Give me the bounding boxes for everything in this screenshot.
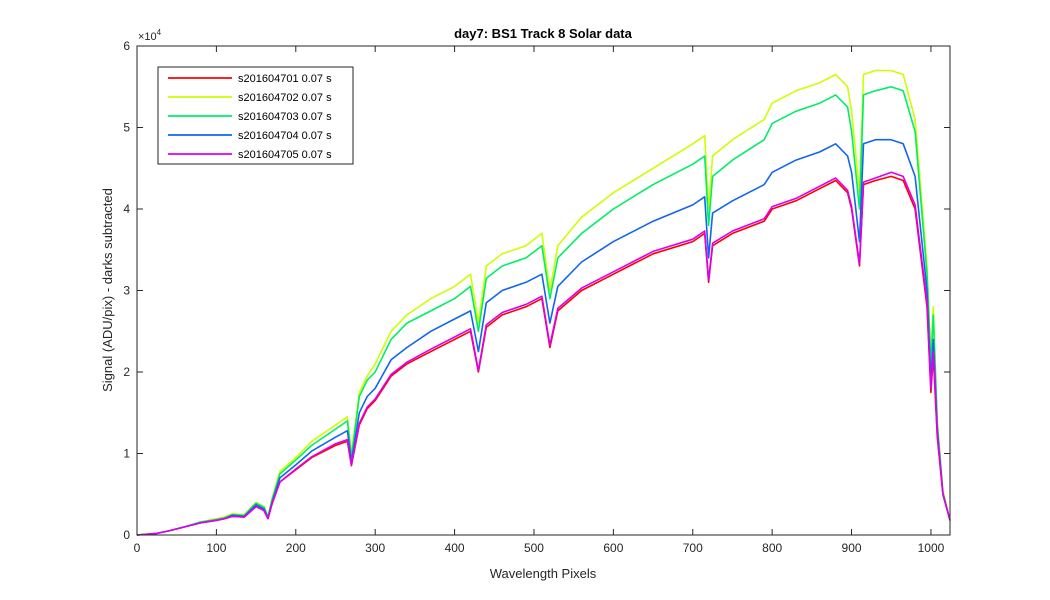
y-exponent-label: ×104 [138,28,162,43]
series-line-4 [136,138,951,536]
series-line-3 [136,86,951,536]
y-axis: 0 1 2 3 4 5 6 [123,39,950,542]
y-exponent-power: 4 [157,28,162,37]
y-tick-label: 0 [123,528,130,542]
y-tick-label: 5 [123,121,130,135]
series-line-5 [136,171,951,536]
x-tick-label: 100 [206,541,226,555]
y-tick-label: 1 [123,447,130,461]
x-axis: 0 100 200 300 400 500 600 700 800 900 1000 [134,46,945,555]
x-tick-label: 1000 [918,541,945,555]
legend-label-2: s201604702 0.07 s [238,92,332,104]
legend-label-5: s201604705 0.07 s [238,149,332,161]
x-tick-label: 200 [286,541,306,555]
x-tick-label: 600 [603,541,623,555]
legend-label-3: s201604703 0.07 s [238,111,332,123]
legend: s201604701 0.07 s s201604702 0.07 s s20160… [157,66,354,165]
y-tick-label: 6 [123,39,130,53]
y-tick-label: 2 [123,365,130,379]
legend-label-1: s201604701 0.07 s [238,73,332,85]
x-tick-label: 0 [134,541,141,555]
x-tick-label: 300 [365,541,385,555]
series-layer [136,69,951,536]
svg-text:×104: ×104 [138,28,162,43]
y-tick-label: 3 [123,284,130,298]
y-exponent-base: ×10 [138,31,157,43]
x-tick-label: 700 [683,541,703,555]
x-tick-label: 900 [842,541,862,555]
y-axis-label: Signal (ADU/pix) - darks subtracted [100,188,115,392]
x-tick-label: 800 [762,541,782,555]
legend-label-4: s201604704 0.07 s [238,130,332,142]
y-tick-label: 4 [123,202,130,216]
x-axis-label: Wavelength Pixels [490,566,597,581]
chart-title: day7: BS1 Track 8 Solar data [454,26,633,41]
x-tick-label: 400 [445,541,465,555]
x-tick-label: 500 [524,541,544,555]
legend-entries: s201604701 0.07 s s201604702 0.07 s s20160… [168,73,332,161]
